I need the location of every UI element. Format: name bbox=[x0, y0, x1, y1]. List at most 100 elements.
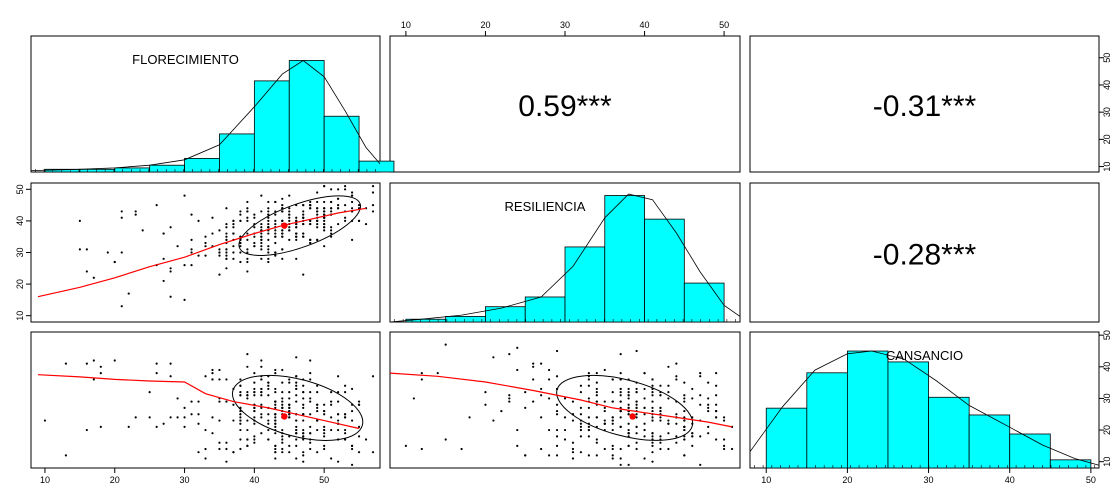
scatter-point bbox=[260, 359, 263, 362]
scatter-point bbox=[309, 222, 312, 226]
scatter-point bbox=[323, 425, 326, 428]
scatter-point bbox=[78, 248, 81, 251]
scatter-point bbox=[371, 210, 375, 213]
scatter-point bbox=[246, 428, 249, 432]
scatter-point bbox=[169, 270, 172, 273]
scatter-point bbox=[295, 381, 298, 384]
scatter-point bbox=[302, 213, 305, 216]
scatter-point bbox=[635, 400, 638, 403]
histogram-bar bbox=[485, 306, 526, 323]
y-tick-label: 10 bbox=[1102, 162, 1112, 172]
scatter-point bbox=[295, 232, 298, 235]
scatter-point bbox=[267, 200, 270, 204]
scatter-point bbox=[288, 416, 291, 419]
scatter-point bbox=[651, 441, 654, 444]
scatter-point bbox=[281, 400, 284, 403]
y-tick-label: 50 bbox=[1102, 53, 1112, 63]
scatter-point bbox=[302, 403, 305, 406]
scatter-point bbox=[563, 416, 567, 419]
histogram-bar bbox=[149, 164, 185, 173]
scatter-point bbox=[571, 400, 575, 403]
scatter-point bbox=[555, 409, 559, 413]
scatter-point bbox=[246, 353, 249, 356]
scatter-point bbox=[309, 359, 312, 362]
scatter-point bbox=[651, 394, 654, 397]
scatter-point bbox=[176, 245, 179, 248]
scatter-point bbox=[667, 384, 670, 387]
scatter-point bbox=[239, 260, 242, 264]
scatter-point bbox=[330, 210, 333, 213]
scatter-point bbox=[260, 235, 263, 238]
scatter-point bbox=[190, 251, 193, 254]
scatter-point bbox=[309, 400, 312, 403]
scatter-point bbox=[176, 416, 179, 419]
x-tick-label: 20 bbox=[842, 475, 852, 485]
scatter-point bbox=[643, 372, 646, 375]
scatter-point bbox=[316, 226, 319, 229]
scatter-point bbox=[587, 454, 590, 457]
scatter-point bbox=[260, 248, 263, 251]
scatter-point bbox=[420, 447, 423, 451]
scatter-point bbox=[371, 185, 375, 188]
scatter-point bbox=[274, 222, 277, 226]
scatter-point bbox=[302, 435, 305, 438]
histogram-bar bbox=[683, 282, 725, 323]
scatter-point bbox=[281, 232, 284, 235]
scatter-point bbox=[274, 416, 277, 419]
scatter-point bbox=[643, 422, 646, 425]
scatter-point bbox=[683, 409, 686, 413]
scatter-point bbox=[260, 194, 263, 197]
scatter-point bbox=[281, 406, 284, 410]
scatter-point bbox=[350, 207, 354, 210]
scatter-point bbox=[675, 413, 678, 416]
scatter-point bbox=[330, 235, 333, 238]
scatter-point bbox=[508, 353, 511, 356]
scatter-point bbox=[232, 232, 235, 235]
scatter-point bbox=[337, 428, 340, 432]
histogram-bar bbox=[445, 316, 486, 323]
scatter-point bbox=[547, 454, 551, 457]
scatter-point bbox=[169, 226, 172, 229]
scatter-point bbox=[651, 460, 654, 463]
scatter-point bbox=[218, 378, 221, 381]
y-tick-label: 40 bbox=[15, 216, 25, 226]
density-curve bbox=[30, 60, 381, 171]
scatter-point bbox=[643, 397, 646, 400]
scatter-point bbox=[246, 210, 249, 213]
variable-label: RESILIENCIA bbox=[505, 199, 586, 214]
scatter-point bbox=[337, 222, 340, 226]
histogram-bar bbox=[1009, 433, 1051, 469]
scatter-point bbox=[627, 428, 630, 432]
scatter-point bbox=[316, 403, 319, 406]
scatter-point bbox=[555, 349, 559, 353]
scatter-point bbox=[330, 229, 333, 232]
scatter-point bbox=[587, 425, 590, 428]
scatter-point bbox=[169, 295, 172, 298]
scatter-point bbox=[232, 451, 235, 454]
scatter-point bbox=[288, 207, 291, 210]
scatter-point bbox=[571, 419, 575, 422]
scatter-point bbox=[127, 292, 130, 295]
x-tick-label: 10 bbox=[401, 20, 411, 30]
scatter-point bbox=[267, 245, 270, 248]
scatter-point bbox=[239, 419, 242, 422]
scatter-point bbox=[260, 241, 263, 245]
scatter-point bbox=[635, 387, 638, 391]
scatter-point bbox=[309, 432, 312, 435]
scatter-point bbox=[211, 378, 214, 381]
x-tick-label: 50 bbox=[319, 475, 329, 485]
scatter-point bbox=[288, 216, 291, 219]
scatter-point bbox=[288, 229, 291, 232]
scatter-point bbox=[85, 428, 88, 432]
scatter-point bbox=[246, 394, 249, 397]
scatter-point bbox=[532, 378, 535, 381]
x-tick-label: 30 bbox=[560, 20, 570, 30]
scatter-point bbox=[699, 435, 702, 438]
scatter-point bbox=[288, 213, 291, 216]
scatter-point bbox=[555, 444, 559, 447]
scatter-point bbox=[715, 409, 718, 413]
panel-frame-1-0 bbox=[30, 182, 381, 323]
scatter-point bbox=[699, 403, 702, 406]
scatter-point bbox=[619, 387, 622, 391]
